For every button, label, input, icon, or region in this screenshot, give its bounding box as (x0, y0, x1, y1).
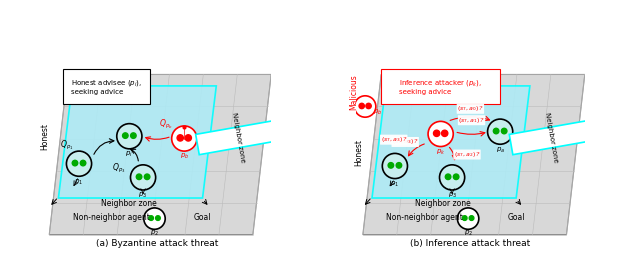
Text: $(s_7,a_3)$?: $(s_7,a_3)$? (381, 135, 407, 144)
Text: Honest: Honest (354, 139, 363, 166)
Circle shape (382, 153, 408, 179)
Text: Honest advisee ($p_i$),
seeking advice: Honest advisee ($p_i$), seeking advice (71, 78, 142, 95)
Circle shape (145, 174, 150, 180)
Circle shape (396, 162, 402, 168)
Text: $Q_{p_1}$: $Q_{p_1}$ (60, 139, 73, 152)
Text: (a) Byzantine attack threat: (a) Byzantine attack threat (95, 239, 218, 248)
Text: $p_b$: $p_b$ (373, 108, 382, 117)
Circle shape (469, 216, 474, 220)
Text: $p_2$: $p_2$ (150, 229, 159, 238)
Circle shape (177, 135, 184, 141)
Text: Goal: Goal (508, 213, 525, 222)
Text: Neighbor zone: Neighbor zone (102, 199, 157, 208)
Polygon shape (363, 74, 585, 235)
Circle shape (148, 216, 154, 220)
Text: Malicious: Malicious (349, 74, 358, 110)
Text: $p_b$: $p_b$ (180, 152, 189, 161)
Circle shape (366, 103, 371, 109)
Text: $(s_7,a_1)$?: $(s_7,a_1)$? (458, 116, 484, 125)
Polygon shape (58, 86, 216, 198)
Circle shape (442, 130, 448, 136)
Text: $p_1$: $p_1$ (74, 177, 84, 187)
Text: Inference attacker ($p_k$),
seeking advice: Inference attacker ($p_k$), seeking advi… (399, 78, 482, 95)
Circle shape (453, 174, 459, 180)
Circle shape (131, 165, 156, 190)
Circle shape (185, 135, 191, 141)
Circle shape (501, 128, 507, 134)
Text: $Q_{p_3}$: $Q_{p_3}$ (112, 162, 126, 175)
Text: Non-neighbor agent: Non-neighbor agent (72, 213, 150, 222)
Text: $p_i$: $p_i$ (125, 150, 133, 159)
Polygon shape (372, 86, 530, 198)
Circle shape (172, 126, 197, 151)
Circle shape (428, 121, 453, 147)
Text: $p_3$: $p_3$ (447, 191, 457, 200)
Circle shape (136, 174, 142, 180)
Text: $Q_{p_b}$: $Q_{p_b}$ (159, 118, 173, 131)
Circle shape (359, 103, 364, 109)
Text: Neighbor zone: Neighbor zone (230, 112, 245, 163)
Text: Goal: Goal (194, 213, 211, 222)
Text: $(s_7,a_0)$?: $(s_7,a_0)$? (457, 104, 484, 113)
FancyBboxPatch shape (63, 69, 150, 104)
Circle shape (144, 208, 165, 229)
Circle shape (122, 133, 128, 138)
Text: $p_a$: $p_a$ (495, 145, 505, 154)
Text: Neighbor zone: Neighbor zone (415, 199, 471, 208)
Circle shape (493, 128, 499, 134)
FancyBboxPatch shape (509, 120, 594, 155)
Circle shape (462, 216, 467, 220)
Circle shape (355, 96, 376, 117)
Text: $p_2$: $p_2$ (463, 229, 473, 238)
Text: Honest: Honest (40, 123, 49, 150)
Polygon shape (49, 74, 271, 235)
FancyBboxPatch shape (381, 69, 500, 104)
Circle shape (388, 162, 394, 168)
Circle shape (72, 160, 77, 166)
Circle shape (445, 174, 451, 180)
Text: (b) Inference attack threat: (b) Inference attack threat (410, 239, 531, 248)
FancyBboxPatch shape (196, 120, 280, 155)
Text: $p_3$: $p_3$ (138, 191, 148, 200)
Circle shape (131, 133, 136, 138)
Text: $p_1$: $p_1$ (390, 180, 399, 189)
Circle shape (156, 216, 160, 220)
Text: $(s_7,a_3)$?: $(s_7,a_3)$? (392, 138, 419, 146)
Circle shape (440, 165, 465, 190)
Circle shape (433, 130, 440, 136)
Text: $p_k$: $p_k$ (436, 148, 445, 157)
Circle shape (116, 124, 142, 149)
Circle shape (458, 208, 479, 229)
Circle shape (67, 151, 92, 176)
Text: Neighbor zone: Neighbor zone (544, 112, 559, 163)
Circle shape (488, 119, 513, 144)
Text: $(s_7,a_2)$?: $(s_7,a_2)$? (454, 150, 480, 159)
Text: Non-neighbor agent: Non-neighbor agent (386, 213, 463, 222)
Circle shape (80, 160, 86, 166)
